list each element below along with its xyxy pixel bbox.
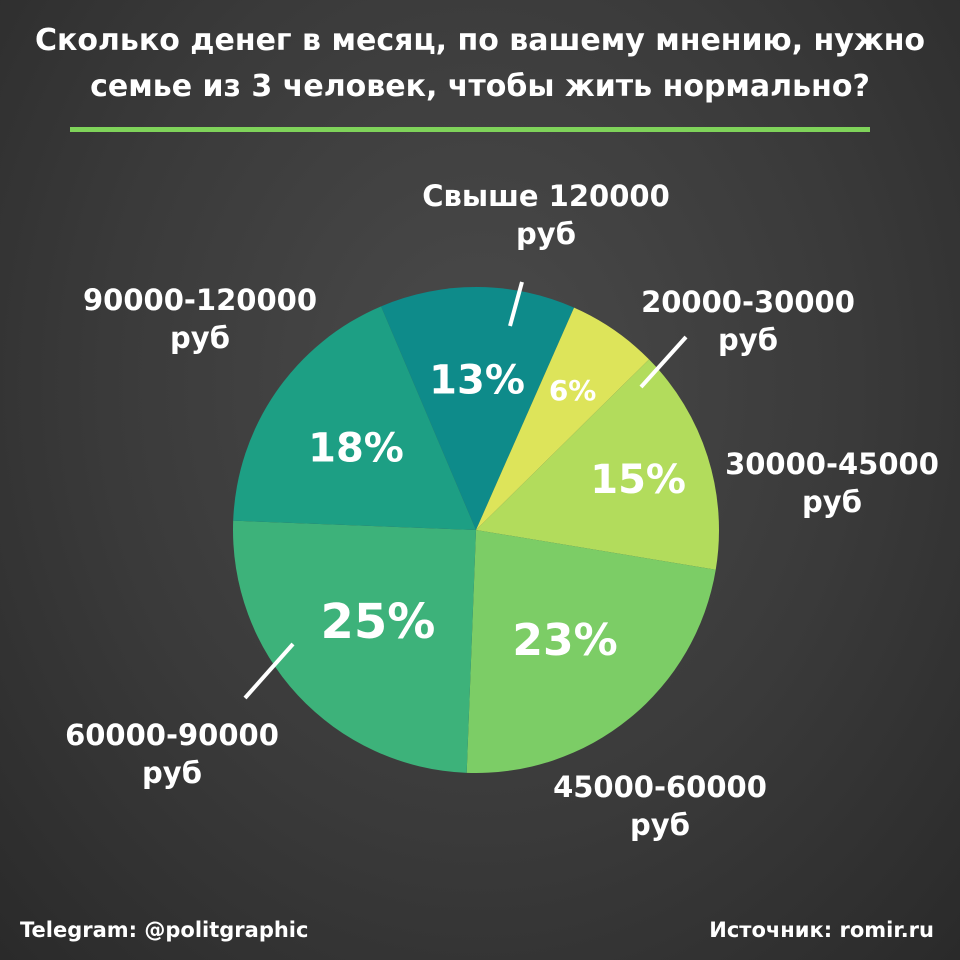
category-label-line: руб <box>170 321 230 355</box>
slice-category-label: 45000-60000 руб <box>553 770 767 842</box>
slice-category-label: 30000-45000 руб <box>725 447 939 519</box>
footer-source: Источник: romir.ru <box>709 918 934 942</box>
slice-value-label: 18% <box>308 426 404 472</box>
slice-category-label: 60000-90000 руб <box>65 718 279 790</box>
leader-line <box>243 642 295 700</box>
slice-value-label: 13% <box>429 358 525 404</box>
pie-slice <box>476 359 720 570</box>
chart-title-line-2: семье из 3 человек, чтобы жить нормально… <box>90 69 870 104</box>
pie-slice <box>233 306 476 530</box>
leader-line <box>508 281 524 327</box>
category-label-line: руб <box>630 808 690 842</box>
slice-value-label: 23% <box>512 615 617 666</box>
pie-slice <box>381 286 575 530</box>
pie-slice <box>232 520 476 773</box>
category-label-line: руб <box>516 217 576 251</box>
pie-slice <box>466 530 716 773</box>
slice-category-label: 90000-120000 руб <box>83 283 317 355</box>
category-label-line: руб <box>802 485 862 519</box>
pie-value-labels: 13% 6% 15% 23% 25% 18% <box>308 358 686 666</box>
category-label-line: 60000-90000 <box>65 718 279 752</box>
chart-title-line-1: Сколько денег в месяц, по вашему мнению,… <box>34 23 926 58</box>
category-label-line: Свыше 120000 <box>422 179 670 213</box>
slice-value-label: 6% <box>549 374 597 407</box>
category-label-line: 45000-60000 <box>553 770 767 804</box>
category-label-line: руб <box>142 756 202 790</box>
pie-slices <box>232 286 720 773</box>
chart-title: Сколько денег в месяц, по вашему мнению,… <box>0 18 960 110</box>
category-label-line: 90000-120000 <box>83 283 317 317</box>
title-underline <box>70 127 870 132</box>
footer-telegram: Telegram: @politgraphic <box>20 918 309 942</box>
leader-lines <box>243 281 688 700</box>
category-label-line: 20000-30000 <box>641 285 855 319</box>
leader-line <box>639 335 688 389</box>
category-label-line: руб <box>718 323 778 357</box>
slice-value-label: 25% <box>320 594 435 650</box>
category-label-line: 30000-45000 <box>725 447 939 481</box>
slice-category-label: 20000-30000 руб <box>641 285 855 357</box>
slice-value-label: 15% <box>590 457 686 503</box>
slice-category-label: Свыше 120000 руб <box>422 179 670 251</box>
pie-slice <box>476 307 650 530</box>
